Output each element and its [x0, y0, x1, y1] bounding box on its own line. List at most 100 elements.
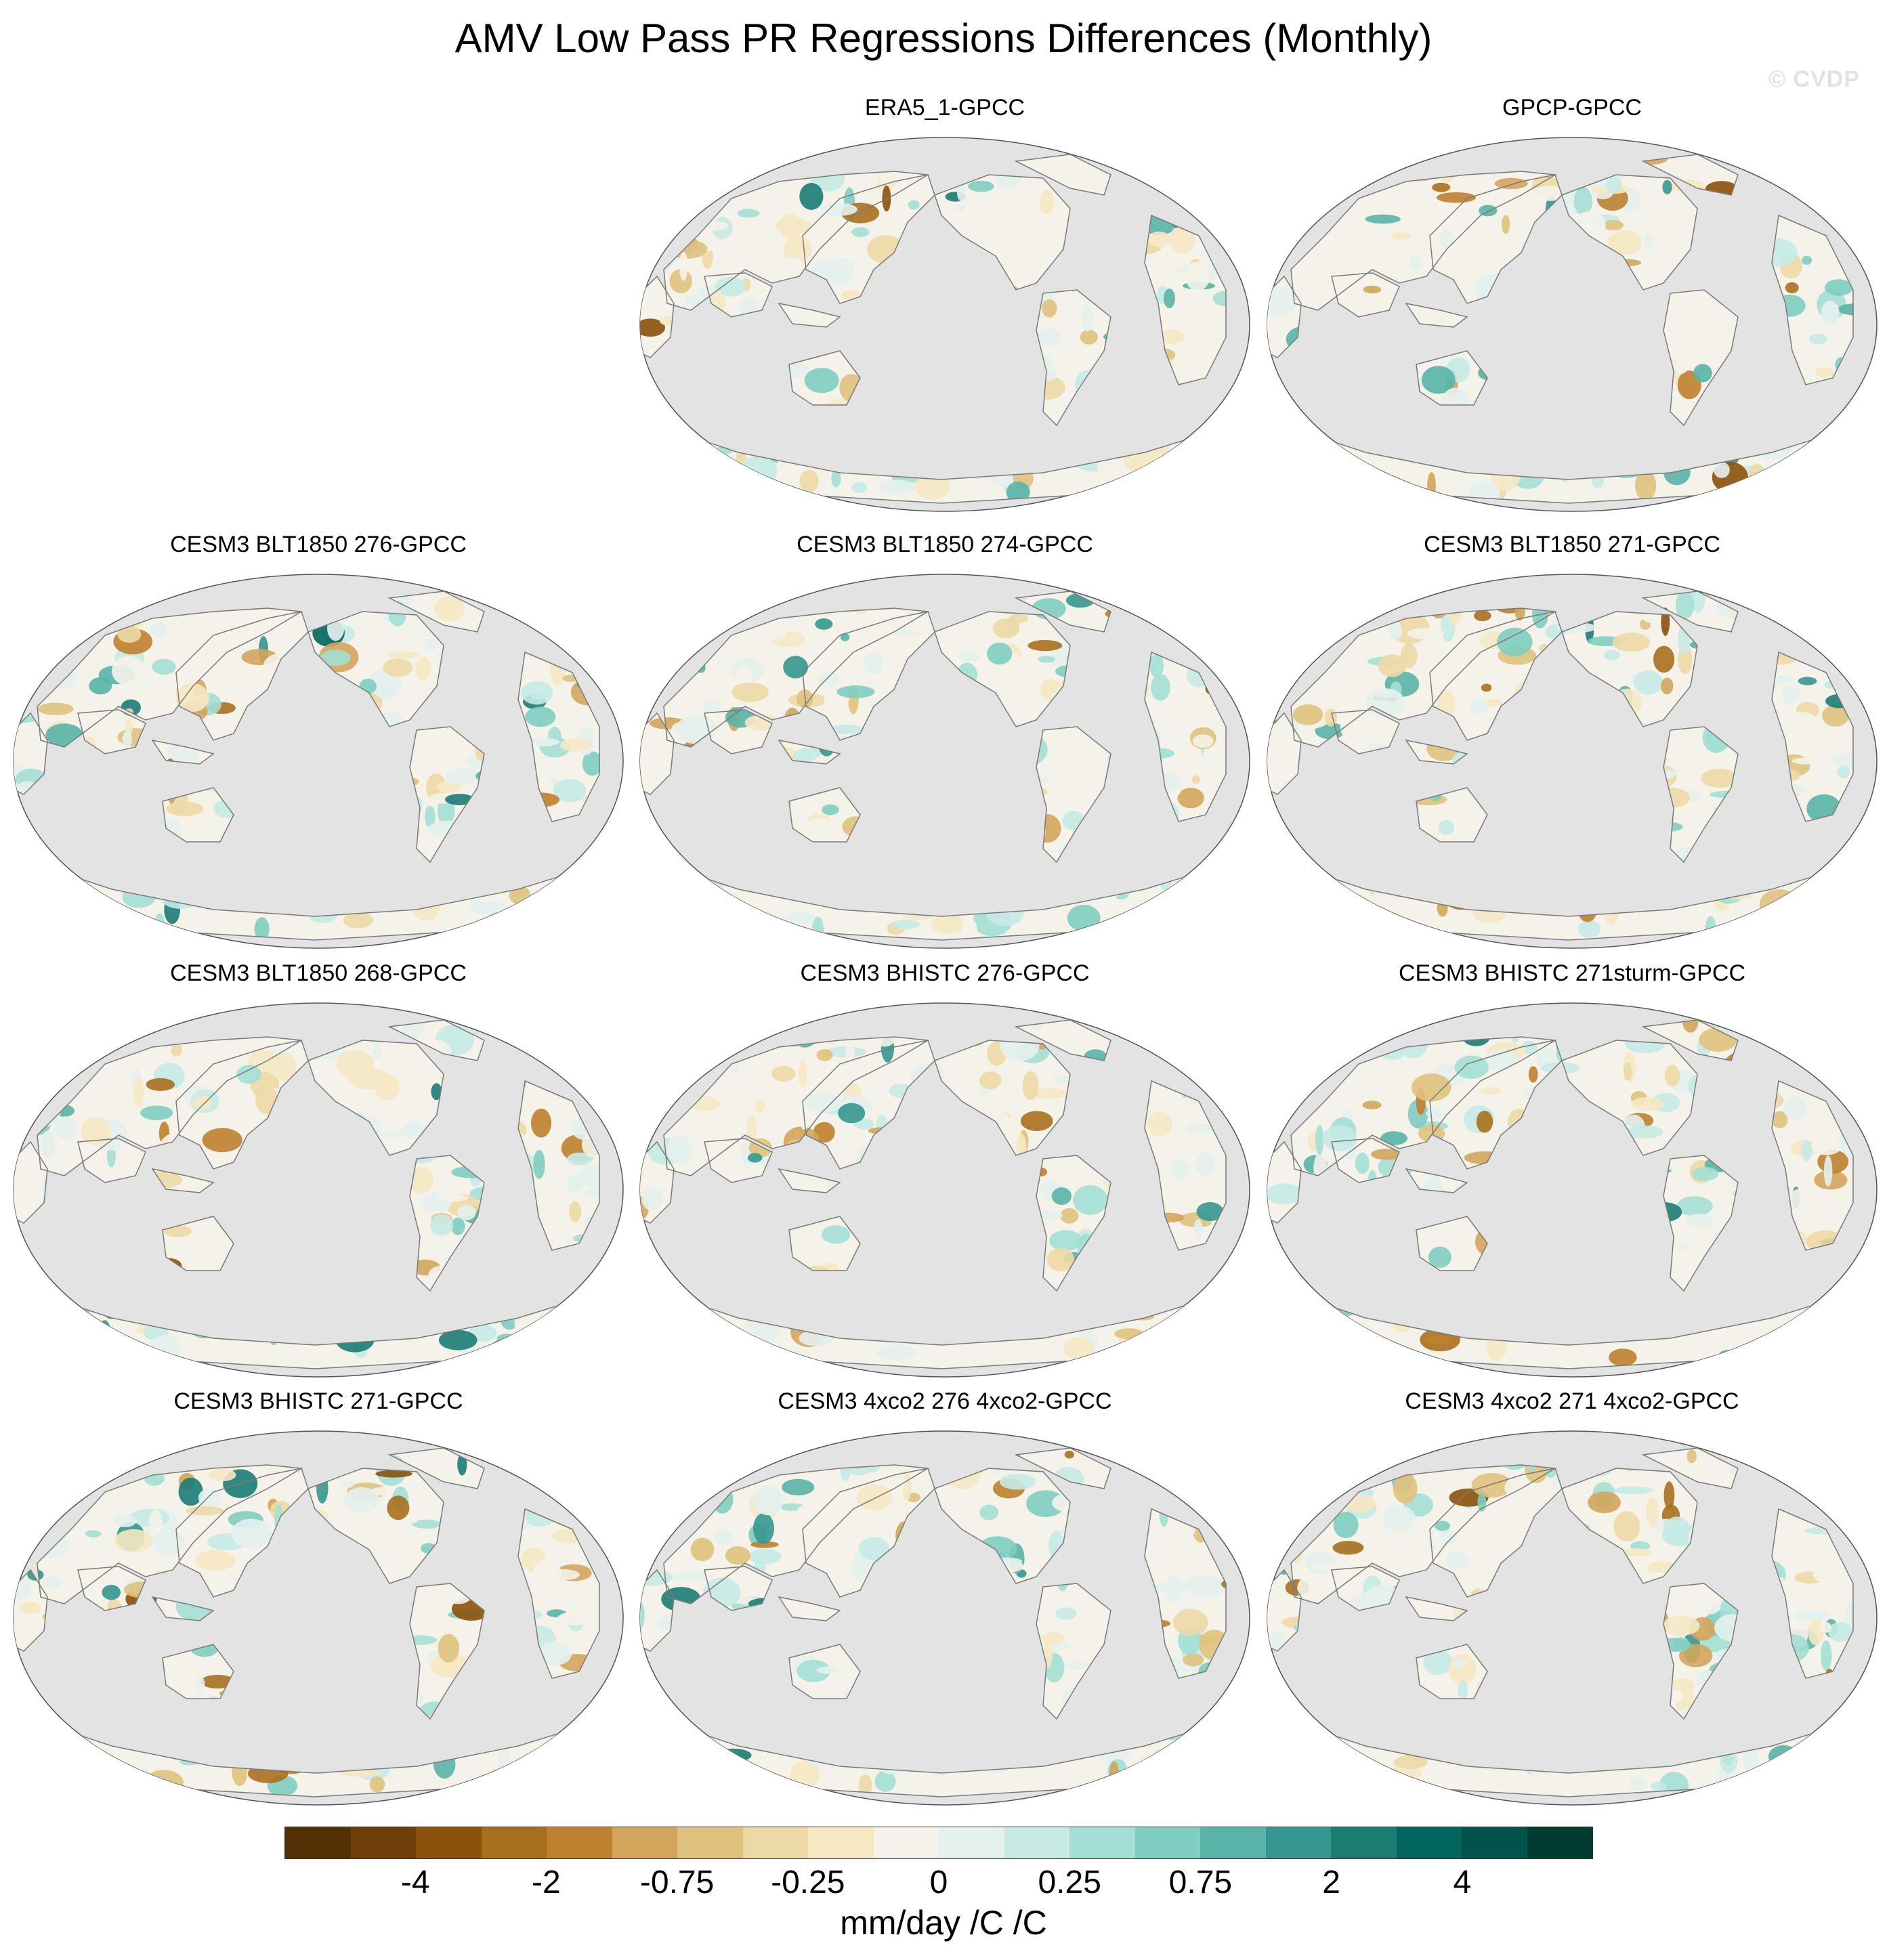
watermark: © CVDP [1768, 66, 1860, 92]
coastline [640, 1569, 675, 1652]
coastline [77, 709, 146, 754]
panel-title: CESM3 BLT1850 274-GPCC [797, 532, 1093, 557]
colorbar-box [808, 1827, 874, 1858]
coastline [1663, 1583, 1739, 1720]
coastline [1144, 1080, 1227, 1251]
coastline [1290, 1036, 1557, 1176]
coastline [1429, 1468, 1563, 1598]
coastline [704, 272, 773, 318]
coastline [517, 1508, 600, 1679]
panel-title: CESM3 BHISTC 271sturm-GPCC [1399, 960, 1745, 986]
panel-title: ERA5_1-GPCC [864, 95, 1025, 121]
coastline [1663, 289, 1739, 427]
coastline [387, 1019, 485, 1061]
coastline [1663, 726, 1739, 864]
world-map [13, 1002, 624, 1378]
colorbar-tick-label: 4 [1453, 1865, 1472, 1900]
coastline [1144, 651, 1227, 822]
coastline [1771, 651, 1854, 822]
coastline [1561, 1468, 1698, 1584]
coastline [1014, 591, 1111, 633]
map-panel: CESM3 BLT1850 274-GPCC [637, 532, 1253, 952]
coastline [1771, 1508, 1854, 1679]
coastline [175, 611, 309, 741]
coastline [934, 611, 1071, 727]
colorbar-labels: -4 -2 -0.75 -0.25 0 0.25 0.75 2 4 [0, 1864, 1887, 1904]
coastline [1663, 1155, 1739, 1292]
coastline [1331, 272, 1400, 318]
world-map [639, 137, 1250, 512]
colorbar-box [416, 1827, 482, 1858]
colorbar-box [873, 1827, 939, 1858]
coastline [1036, 289, 1111, 427]
colorbar-box [1527, 1827, 1592, 1858]
colorbar-box [1069, 1827, 1135, 1858]
colorbar-tick-label: -0.25 [771, 1865, 845, 1900]
coastline [77, 1138, 146, 1183]
coastline [308, 1468, 444, 1584]
coastline [1771, 1080, 1854, 1251]
coastline [517, 651, 600, 822]
colorbar-tick-label: 0 [929, 1865, 948, 1900]
colorbar-box [1200, 1827, 1266, 1858]
colorbar-tick-label: -4 [400, 1865, 430, 1900]
coastline [409, 726, 485, 864]
world-map [1267, 137, 1878, 512]
coastline [1429, 1040, 1563, 1170]
colorbar-box [285, 1827, 351, 1858]
coastline [162, 787, 234, 843]
coastline [1267, 712, 1302, 795]
coastline [802, 1468, 935, 1598]
world-map [639, 574, 1250, 949]
coastline [1641, 1447, 1739, 1489]
coastline [151, 1596, 215, 1621]
coastline [14, 712, 48, 795]
coastline [151, 1168, 215, 1193]
panel-title: GPCP-GPCC [1502, 95, 1642, 121]
coastline [704, 1566, 773, 1611]
colorbar-tick-label: -0.75 [639, 1865, 715, 1900]
coastline [1290, 608, 1557, 748]
panel-title: CESM3 BLT1850 276-GPCC [170, 532, 467, 557]
coastline [151, 739, 215, 765]
coastline [802, 1040, 935, 1170]
coastline [778, 302, 841, 328]
coastline [1036, 1155, 1111, 1292]
coastline [14, 1569, 48, 1652]
coastline [37, 1464, 303, 1604]
colorbar-tick-label: 0.75 [1168, 1865, 1233, 1900]
coastline [409, 1155, 485, 1292]
coastline [1290, 1464, 1557, 1604]
coastline [778, 739, 841, 765]
coastline [1405, 739, 1468, 765]
world-map [13, 574, 624, 949]
coastline [1416, 787, 1488, 843]
coastline [704, 709, 773, 754]
map-panel: ERA5_1-GPCC [637, 95, 1253, 515]
coastline [409, 1583, 485, 1720]
colorbar-box [1396, 1827, 1462, 1858]
panel-title: CESM3 BLT1850 268-GPCC [170, 960, 467, 986]
coastline [802, 611, 935, 741]
coastline [788, 1216, 861, 1271]
colorbar-tick-label: 2 [1322, 1865, 1340, 1900]
colorbar-box [612, 1827, 677, 1858]
coastline [1429, 611, 1563, 741]
colorbar-box [547, 1827, 612, 1858]
coastline [934, 1468, 1071, 1584]
colorbar-box [350, 1827, 416, 1858]
coastline [308, 1040, 444, 1156]
coastline [162, 1216, 234, 1271]
coastline [1331, 709, 1400, 754]
coastline [704, 1138, 773, 1183]
colorbar-tick-label: 0.25 [1038, 1865, 1101, 1900]
coastline [640, 275, 675, 358]
colorbar-box [742, 1827, 808, 1858]
coastline [162, 1644, 234, 1699]
coastline [1416, 1644, 1488, 1699]
coastline [1267, 275, 1302, 358]
coastline [77, 1566, 146, 1611]
coastline [1405, 1168, 1468, 1193]
coastline [934, 174, 1071, 291]
coastline [175, 1468, 309, 1598]
